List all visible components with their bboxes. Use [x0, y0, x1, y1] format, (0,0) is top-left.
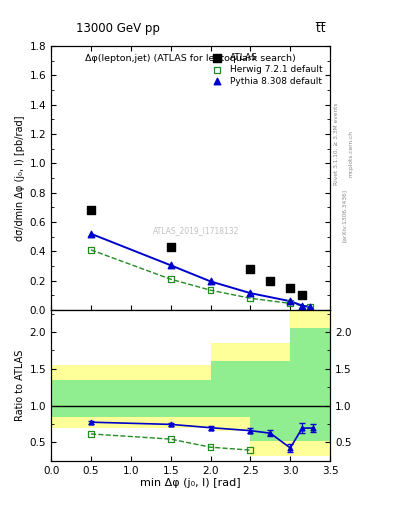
Point	[167, 435, 174, 443]
Pythia 8.308 default	[208, 278, 214, 286]
Pythia 8.308 default	[287, 297, 294, 305]
Text: ATLAS_2019_I1718132: ATLAS_2019_I1718132	[153, 226, 239, 236]
ATLAS	[247, 265, 253, 273]
Pythia 8.308 default	[299, 302, 305, 310]
Point	[208, 443, 214, 451]
Pythia 8.308 default	[307, 303, 313, 311]
Text: 13000 GeV pp: 13000 GeV pp	[76, 22, 160, 35]
Point	[88, 430, 94, 438]
Herwig 7.2.1 default	[208, 286, 214, 294]
Legend: ATLAS, Herwig 7.2.1 default, Pythia 8.308 default: ATLAS, Herwig 7.2.1 default, Pythia 8.30…	[204, 51, 326, 89]
Y-axis label: Ratio to ATLAS: Ratio to ATLAS	[15, 350, 26, 421]
Text: [arXiv:1306.3436]: [arXiv:1306.3436]	[342, 188, 346, 242]
X-axis label: min Δφ (j₀, l) [rad]: min Δφ (j₀, l) [rad]	[140, 478, 241, 488]
ATLAS	[299, 291, 305, 300]
Text: Δφ(lepton,jet) (ATLAS for leptoquark search): Δφ(lepton,jet) (ATLAS for leptoquark sea…	[85, 54, 296, 63]
Point	[247, 446, 253, 454]
ATLAS	[287, 284, 294, 292]
ATLAS	[88, 206, 94, 215]
Text: Rivet 3.1.10, ≥ 3.3M events: Rivet 3.1.10, ≥ 3.3M events	[334, 102, 338, 185]
Text: mcplots.cern.ch: mcplots.cern.ch	[349, 130, 353, 177]
Pythia 8.308 default	[247, 289, 253, 297]
Pythia 8.308 default	[88, 230, 94, 238]
Text: t̅t̅: t̅t̅	[317, 22, 326, 35]
Pythia 8.308 default	[167, 261, 174, 269]
Y-axis label: dσ/dmin Δφ (j₀, l) [pb/rad]: dσ/dmin Δφ (j₀, l) [pb/rad]	[15, 115, 26, 241]
ATLAS	[167, 243, 174, 251]
Herwig 7.2.1 default	[307, 303, 313, 311]
Herwig 7.2.1 default	[88, 246, 94, 254]
Herwig 7.2.1 default	[247, 294, 253, 303]
Herwig 7.2.1 default	[287, 300, 294, 308]
ATLAS	[267, 276, 274, 285]
Herwig 7.2.1 default	[167, 275, 174, 283]
